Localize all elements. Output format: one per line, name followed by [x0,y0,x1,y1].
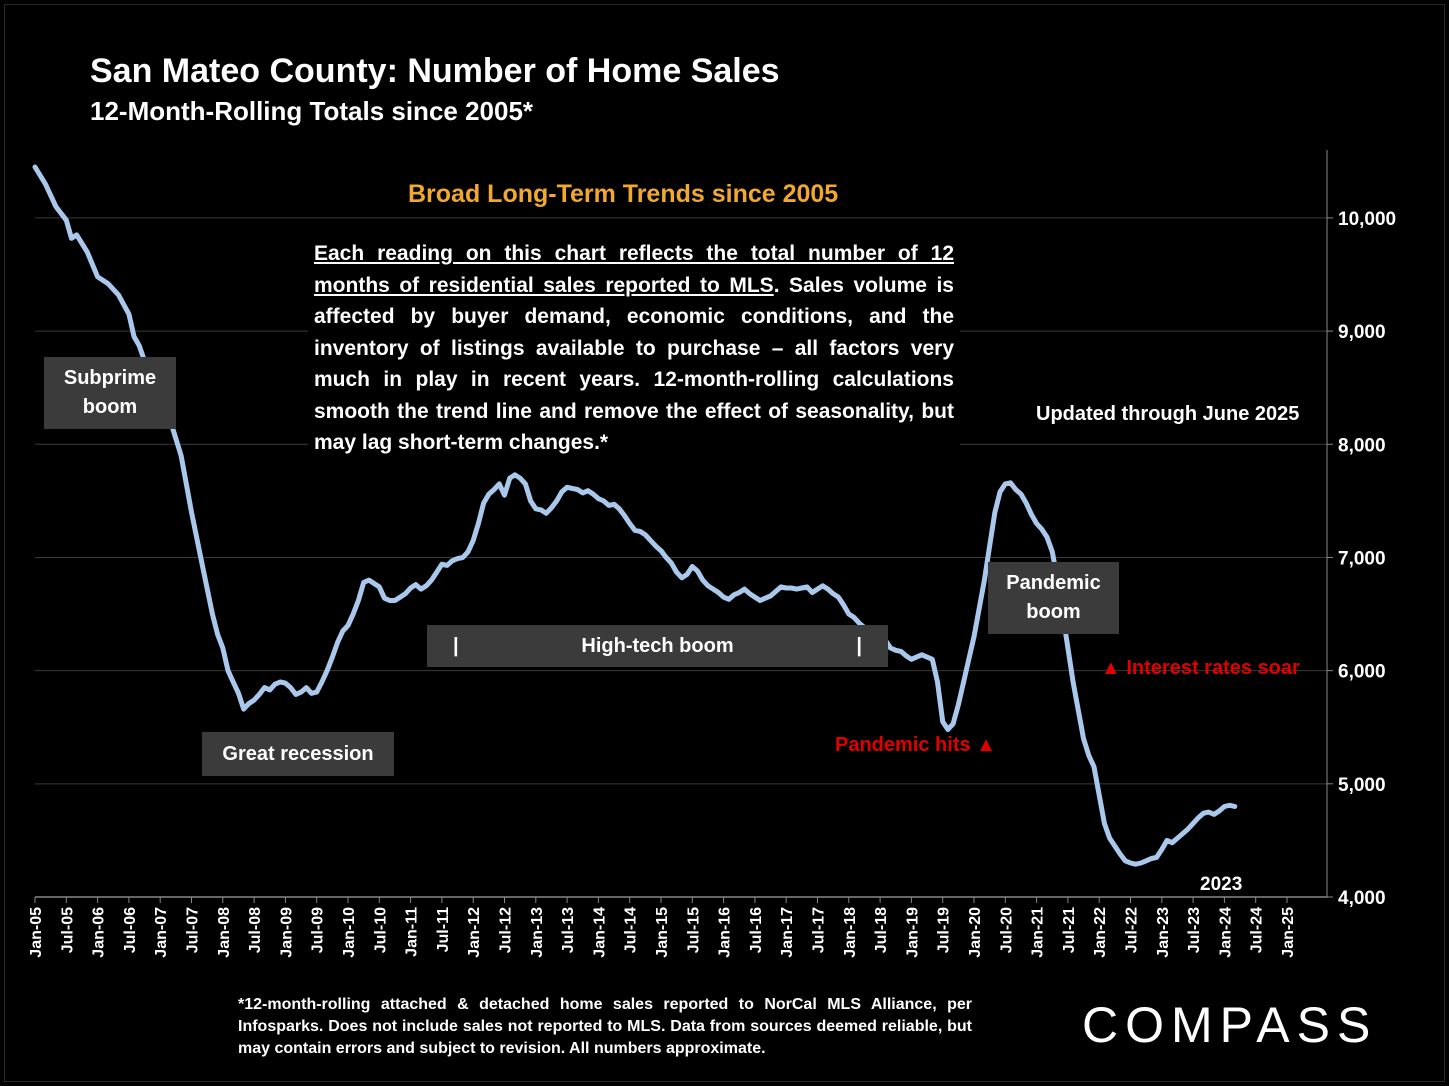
interest-rates-label: ▲ Interest rates soar [1101,657,1300,679]
x-tick-label: Jul-11 [435,907,452,952]
x-tick-label: Jul-14 [623,907,640,953]
x-tick-label: Jan-13 [529,907,546,958]
x-tick-label: Jul-07 [185,907,202,953]
x-tick-label: Jan-10 [341,907,358,958]
x-tick-label: Jan-18 [842,907,859,958]
high-tech-text: High-tech boom [581,634,734,657]
x-tick-label: Jan-21 [1030,907,1047,958]
great-recession-label: Great recession [202,732,394,776]
x-tick-label: Jan-16 [717,907,734,958]
x-tick-label: Jan-07 [153,907,170,958]
updated-label: Updated through June 2025 [1036,403,1300,425]
description-rest: . Sales volume is affected by buyer dema… [314,273,954,455]
x-tick-label: Jul-22 [1124,907,1141,953]
x-tick-label: Jan-25 [1280,907,1297,958]
y-tick-label: 6,000 [1338,662,1386,683]
pandemic-boom-label: Pandemic boom [988,562,1119,634]
trend-title: Broad Long-Term Trends since 2005 [408,180,839,208]
x-tick-label: Jul-09 [310,907,327,953]
x-tick-label: Jul-20 [998,907,1015,953]
compass-logo: COMPASS [1082,997,1378,1053]
y-tick-label: 5,000 [1338,775,1386,796]
x-tick-label: Jan-05 [28,907,45,958]
high-tech-left-bar: | [453,634,459,657]
year-2023-label: 2023 [1200,874,1243,895]
chart-title: San Mateo County: Number of Home Sales [90,52,780,90]
high-tech-right-bar: | [856,634,862,657]
x-tick-label: Jul-12 [498,907,515,953]
y-tick-label: 10,000 [1338,209,1396,230]
y-tick-label: 9,000 [1338,322,1386,343]
x-tick-label: Jan-11 [404,907,421,957]
pandemic-hits-label: Pandemic hits ▲ [835,734,996,756]
description-underlined: Each reading on this chart reflects the … [314,242,954,297]
x-tick-label: Jan-17 [779,907,796,958]
subprime-boom-label: Subprime boom [44,357,176,429]
x-tick-label: Jan-12 [466,907,483,958]
x-tick-label: Jul-19 [936,907,953,953]
x-tick-label: Jan-15 [654,907,671,958]
slide-frame [4,4,1445,1082]
x-tick-label: Jul-05 [59,907,76,953]
high-tech-boom-label: | High-tech boom | [427,625,888,667]
y-tick-label: 8,000 [1338,435,1386,456]
x-tick-label: Jan-06 [91,907,108,958]
x-tick-label: Jan-08 [216,907,233,958]
x-tick-label: Jul-23 [1186,907,1203,953]
y-tick-label: 7,000 [1338,548,1386,569]
x-tick-label: Jul-16 [748,907,765,953]
y-tick-label: 4,000 [1338,888,1386,909]
x-tick-label: Jul-13 [560,907,577,953]
x-tick-label: Jul-10 [372,907,389,953]
x-tick-label: Jan-24 [1217,907,1234,958]
series-line-home-sales [32,164,1238,867]
x-tick-label: Jul-24 [1249,907,1266,953]
x-tick-label: Jul-08 [247,907,264,953]
chart-subtitle: 12-Month-Rolling Totals since 2005* [90,96,534,126]
x-tick-label: Jul-06 [122,907,139,953]
x-tick-label: Jan-22 [1092,907,1109,958]
x-tick-label: Jul-21 [1061,907,1078,953]
footnote: *12-month-rolling attached & detached ho… [238,996,972,1057]
x-tick-label: Jul-17 [811,907,828,953]
x-tick-label: Jan-20 [967,907,984,958]
x-tick-label: Jan-09 [278,907,295,958]
x-tick-label: Jan-23 [1155,907,1172,958]
description-text: Each reading on this chart reflects the … [308,234,960,463]
x-tick-label: Jan-14 [591,907,608,958]
x-tick-label: Jul-18 [873,907,890,953]
x-tick-label: Jul-15 [685,907,702,953]
x-tick-label: Jan-19 [904,907,921,958]
